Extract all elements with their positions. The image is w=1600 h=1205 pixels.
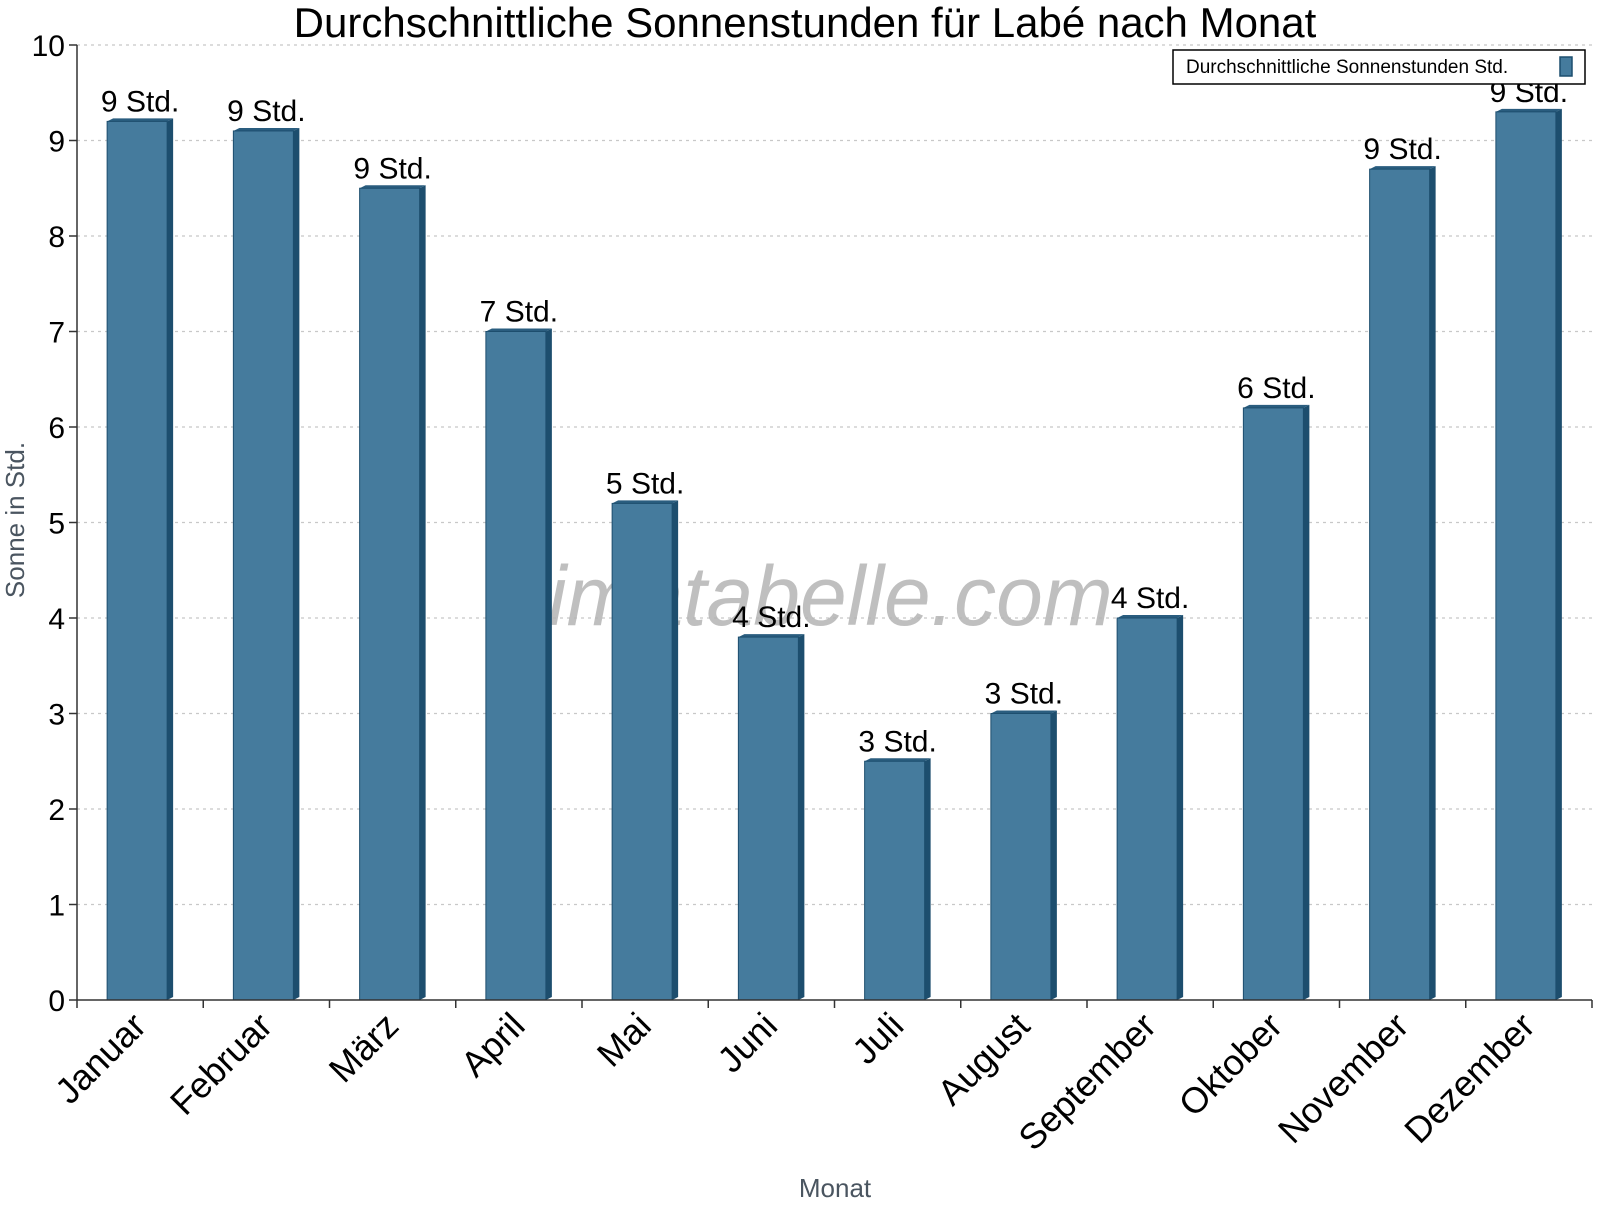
legend-swatch [1559,56,1573,77]
legend-series-label: Durchschnittliche Sonnenstunden Std. [1186,57,1508,78]
y-tick-label: 8 [48,221,65,254]
bar-group: 4 Std. [732,601,811,1001]
bar [611,502,673,1001]
bar-value-label: 9 Std. [227,95,305,128]
bar-group: 6 Std. [1237,372,1316,1001]
bar-top [1117,615,1184,618]
watermark: klimatabelle.com [487,549,1113,643]
y-tick-label: 1 [48,890,65,923]
bar-group: 9 Std. [1363,133,1442,1001]
bar-side [1177,615,1184,1000]
bar-top [1369,166,1436,170]
bar-group: 9 Std. [227,95,306,1001]
x-tick-label: Mai [589,1005,659,1075]
bar-group: 3 Std. [985,678,1063,1001]
bar-top [1495,108,1562,112]
y-tick-label: 10 [32,30,65,63]
bar-group: 9 Std. [353,152,432,1001]
bar-value-label: 7 Std. [480,296,558,329]
legend: Durchschnittliche Sonnenstunden Std. [1172,49,1586,85]
bar-value-label: 9 Std. [353,152,431,185]
bar-value-label: 4 Std. [1111,582,1189,615]
bar-group: 4 Std. [1111,582,1189,1001]
legend-box [1172,49,1586,85]
bar-side [1303,404,1310,1000]
bar-side [924,758,931,1000]
bar-value-label: 9 Std. [1363,133,1441,166]
bar-side [167,118,174,1000]
bar-top [359,185,426,189]
bar-top [990,710,1057,714]
x-tick-label: Januar [47,1005,154,1112]
y-tick-label: 4 [48,603,65,636]
bar-side [293,127,300,1000]
bars-layer: 9 Std. 9 Std. 9 Std. 7 Std. 5 Std. 4 Std. 3 St… [101,76,1568,1001]
y-tick-label: 9 [48,126,65,159]
x-tick-label: Dezember [1396,1005,1542,1151]
x-tick-label: Juni [709,1005,785,1081]
bar-group: 7 Std. [480,296,558,1001]
y-tick-label: 5 [48,508,65,541]
bar [990,713,1052,1001]
bar-top [612,500,679,504]
x-tick-label: Oktober [1170,1005,1290,1125]
bar-side [798,634,805,1000]
bar [106,120,168,1001]
bar-value-label: 3 Std. [858,725,936,758]
bar-group: 9 Std. [1490,76,1568,1001]
x-tick-label: November [1270,1005,1416,1151]
bar-value-label: 6 Std. [1237,372,1315,405]
bar-top [107,118,174,122]
x-tick-label: Juli [844,1005,911,1072]
x-tick-label: Februar [162,1005,280,1123]
bar-side [672,500,679,1000]
bar-top [485,328,552,332]
bar-group: 5 Std. [606,467,684,1001]
bar-top [738,634,805,638]
y-tick-label: 2 [48,794,65,827]
bar [1242,407,1304,1001]
bar-value-label: 5 Std. [606,467,684,500]
bar-group: 9 Std. [101,85,179,1001]
bar-group: 3 Std. [858,725,937,1001]
bar-side [1555,108,1562,1001]
x-tick-label: August [929,1005,1037,1113]
bar [1495,111,1557,1001]
bar [1369,168,1431,1001]
bar-top [1243,404,1310,408]
bar-top [233,127,300,131]
x-tick-label: September [1010,1005,1164,1159]
bar [1116,617,1178,1001]
chart-title: Durchschnittliche Sonnenstunden für Labé… [294,0,1317,46]
y-axis-label: Sonne in Std. [0,442,30,598]
bar-side [545,328,552,1000]
bar [359,187,421,1001]
bar-side [1429,166,1436,1000]
grid-layer [77,44,1592,906]
y-tick-label: 0 [48,985,65,1018]
x-axis-label: Monat [799,1173,872,1200]
bar-value-label: 3 Std. [985,678,1063,711]
bar-side [419,185,426,1000]
bar [232,130,294,1001]
x-tick-label: März [321,1005,407,1091]
y-tick-label: 3 [48,699,65,732]
bar-side [1050,710,1057,1000]
y-tick-label: 7 [48,317,65,350]
bar-value-label: 9 Std. [101,85,179,118]
bar-value-label: 4 Std. [732,601,810,634]
y-tick-label: 6 [48,412,65,445]
bar [864,760,926,1001]
bar-top [864,758,931,762]
bar [737,636,799,1001]
x-tick-label: April [453,1005,533,1085]
bar [485,331,547,1001]
